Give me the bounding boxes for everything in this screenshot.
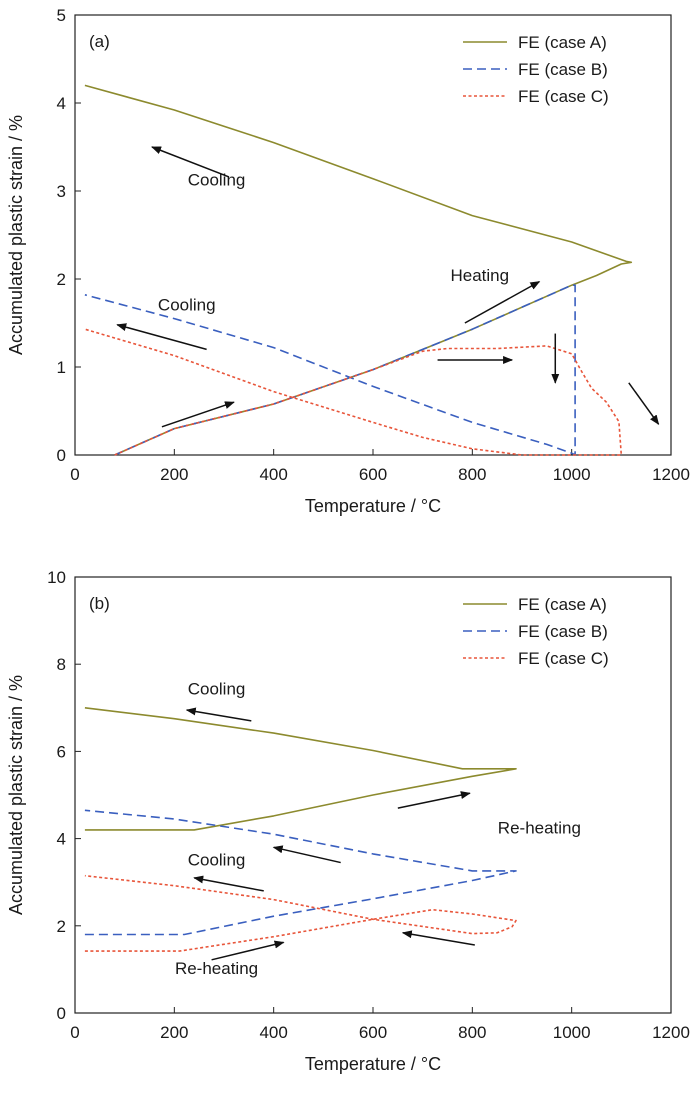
panel-label: (b) <box>89 594 110 613</box>
x-tick-label: 400 <box>259 1023 287 1042</box>
legend-label: FE (case C) <box>518 649 609 668</box>
plot-frame <box>74 14 672 456</box>
x-tick-label: 1000 <box>553 1023 591 1042</box>
annotation-arrow <box>116 323 207 351</box>
annotation-label: Cooling <box>188 851 246 870</box>
y-tick-label: 3 <box>57 182 66 201</box>
x-tick-label: 1200 <box>652 465 690 484</box>
y-tick-label: 2 <box>57 917 66 936</box>
x-tick-label: 1200 <box>652 1023 690 1042</box>
annotation-label: Heating <box>450 266 509 285</box>
x-tick-label: 400 <box>259 465 287 484</box>
x-axis-title: Temperature / °C <box>305 496 441 516</box>
x-tick-label: 600 <box>359 1023 387 1042</box>
legend-label: FE (case A) <box>518 595 607 614</box>
series-line-fe-case-a <box>84 707 517 831</box>
x-tick-label: 200 <box>160 465 188 484</box>
x-axis-title: Temperature / °C <box>305 1054 441 1074</box>
annotation-arrow <box>185 707 252 722</box>
y-tick-label: 8 <box>57 655 66 674</box>
legend-label: FE (case C) <box>518 87 609 106</box>
chart-panel-a: 0 200 400 600 800 1000 1200 0 1 2 3 4 5 Temperature /… <box>6 6 690 516</box>
series-line-fe-case-c <box>84 874 517 952</box>
y-axis-title: Accumulated plastic strain / % <box>6 115 26 355</box>
y-tick-label: 6 <box>57 742 66 761</box>
legend-label: FE (case B) <box>518 622 608 641</box>
y-tick-label: 0 <box>57 1004 66 1023</box>
y-axis-title: Accumulated plastic strain / % <box>6 675 26 915</box>
y-tick-label: 1 <box>57 358 66 377</box>
annotation-arrow <box>401 930 475 946</box>
y-tick-label: 5 <box>57 6 66 25</box>
annotation-label: Re-heating <box>175 959 258 978</box>
x-tick-label: 1000 <box>553 465 591 484</box>
x-tick-label: 0 <box>70 1023 79 1042</box>
annotation-arrow <box>193 875 264 892</box>
chart-panel-b: 0 200 400 600 800 1000 1200 0 2 4 6 8 10 Temperature … <box>6 568 690 1074</box>
x-tick-label: 0 <box>70 465 79 484</box>
annotation-arrow <box>161 401 235 428</box>
annotation-arrow <box>464 280 541 324</box>
x-tick-label: 800 <box>458 465 486 484</box>
annotation-arrow <box>272 845 341 864</box>
annotation-arrow <box>211 940 285 961</box>
annotation-arrow <box>151 146 230 178</box>
annotation-label: Cooling <box>158 296 216 315</box>
y-tick-label: 4 <box>57 94 66 113</box>
legend-label: FE (case A) <box>518 33 607 52</box>
x-tick-label: 200 <box>160 1023 188 1042</box>
legend-label: FE (case B) <box>518 60 608 79</box>
series-line-fe-case-c <box>84 328 623 456</box>
y-tick-label: 0 <box>57 446 66 465</box>
annotation-arrow <box>628 382 660 426</box>
series-line-fe-case-b <box>84 809 517 936</box>
series-line-fe-case-a <box>84 84 633 456</box>
panel-label: (a) <box>89 32 110 51</box>
x-tick-label: 800 <box>458 1023 486 1042</box>
annotation-label: Cooling <box>188 680 246 699</box>
x-tick-label: 600 <box>359 465 387 484</box>
annotation-label: Cooling <box>188 171 246 190</box>
y-tick-label: 4 <box>57 830 66 849</box>
annotation-label: Re-heating <box>498 818 581 837</box>
y-tick-label: 10 <box>47 568 66 587</box>
y-tick-label: 2 <box>57 270 66 289</box>
annotation-arrow <box>397 791 471 809</box>
